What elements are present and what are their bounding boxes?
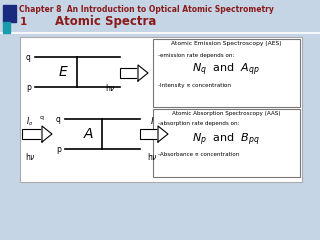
Text: Atomic Emission Spectroscopy (AES): Atomic Emission Spectroscopy (AES) xyxy=(171,42,281,47)
Text: -absorption rate depends on:: -absorption rate depends on: xyxy=(158,121,239,126)
Text: E: E xyxy=(59,65,68,79)
Text: q: q xyxy=(26,53,31,61)
Bar xyxy=(22,129,42,139)
Bar xyxy=(153,39,300,107)
Bar xyxy=(153,109,300,177)
Text: -Intensity ∝ concentration: -Intensity ∝ concentration xyxy=(158,83,231,88)
Bar xyxy=(3,22,10,33)
Text: Chapter 8  An Introduction to Optical Atomic Spectrometry: Chapter 8 An Introduction to Optical Ato… xyxy=(19,5,274,13)
Text: -Absorbance ∝ concentration: -Absorbance ∝ concentration xyxy=(158,152,239,157)
Text: h$\nu$: h$\nu$ xyxy=(25,150,36,162)
Polygon shape xyxy=(42,126,52,142)
Text: Atomic Absorption Spectroscopy (AAS): Atomic Absorption Spectroscopy (AAS) xyxy=(172,110,280,115)
Bar xyxy=(20,37,302,182)
Polygon shape xyxy=(158,126,168,142)
Text: p: p xyxy=(26,83,31,91)
Text: A: A xyxy=(83,127,93,141)
Text: Atomic Spectra: Atomic Spectra xyxy=(55,16,156,29)
Text: q: q xyxy=(56,114,61,124)
Text: h$\nu$: h$\nu$ xyxy=(147,150,157,162)
Text: -emission rate depends on:: -emission rate depends on: xyxy=(158,53,234,58)
Polygon shape xyxy=(138,65,148,81)
Text: p: p xyxy=(56,144,61,154)
Text: q: q xyxy=(40,115,44,120)
Bar xyxy=(140,129,158,139)
Text: $N_q$  and  $A_{qp}$: $N_q$ and $A_{qp}$ xyxy=(192,62,260,78)
Text: $I_o$: $I_o$ xyxy=(26,116,34,128)
Text: 1: 1 xyxy=(20,17,27,27)
Text: I: I xyxy=(151,118,153,126)
Text: $N_p$  and  $B_{pq}$: $N_p$ and $B_{pq}$ xyxy=(192,132,260,148)
Bar xyxy=(3,5,16,22)
Bar xyxy=(120,68,138,78)
Text: h$\nu$: h$\nu$ xyxy=(105,82,116,93)
